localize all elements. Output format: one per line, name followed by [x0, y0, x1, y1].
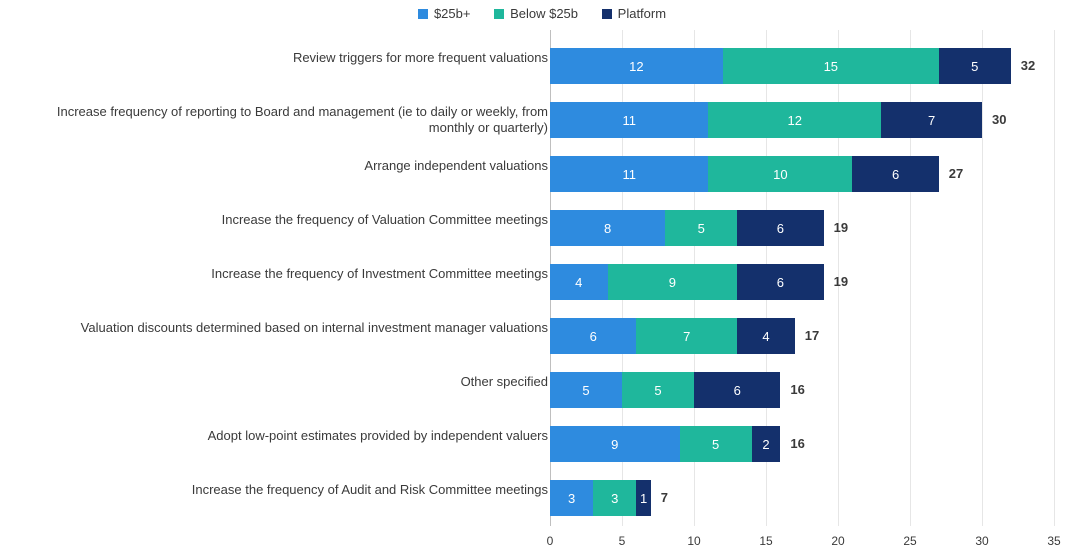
- category-label: Increase the frequency of Investment Com…: [8, 266, 548, 282]
- category-label: Valuation discounts determined based on …: [8, 320, 548, 336]
- bar-segment: 2: [752, 426, 781, 462]
- chart-legend: $25b+ Below $25b Platform: [0, 6, 1084, 22]
- legend-swatch-1: [418, 9, 428, 19]
- category-label: Increase the frequency of Audit and Risk…: [8, 482, 548, 498]
- bar-segment: 7: [881, 102, 982, 138]
- bar-segment: 6: [550, 318, 636, 354]
- x-tick-label: 20: [831, 534, 844, 548]
- legend-swatch-3: [602, 9, 612, 19]
- bar-total-label: 16: [790, 436, 804, 451]
- legend-item-1: $25b+: [418, 6, 471, 21]
- bar-segment: 9: [550, 426, 680, 462]
- legend-item-2: Below $25b: [494, 6, 578, 21]
- category-label: Review triggers for more frequent valuat…: [8, 50, 548, 66]
- bar-segment: 5: [550, 372, 622, 408]
- bar-segment: 5: [939, 48, 1011, 84]
- bar-segment: 4: [550, 264, 608, 300]
- bar-segment: 5: [665, 210, 737, 246]
- category-label: Increase the frequency of Valuation Comm…: [8, 212, 548, 228]
- bar-segment: 4: [737, 318, 795, 354]
- bar-segment: 11: [550, 156, 708, 192]
- legend-item-3: Platform: [602, 6, 666, 21]
- gridline: [1054, 30, 1055, 526]
- bar-segment: 6: [852, 156, 938, 192]
- bar-segment: 6: [737, 264, 823, 300]
- bar-segment: 5: [622, 372, 694, 408]
- x-tick-label: 5: [619, 534, 626, 548]
- bar-total-label: 16: [790, 382, 804, 397]
- bar-total-label: 19: [834, 274, 848, 289]
- legend-label-1: $25b+: [434, 6, 471, 21]
- x-tick-label: 10: [687, 534, 700, 548]
- category-label: Arrange independent valuations: [8, 158, 548, 174]
- x-tick-label: 15: [759, 534, 772, 548]
- bar-segment: 3: [550, 480, 593, 516]
- y-axis-labels: Review triggers for more frequent valuat…: [0, 30, 548, 526]
- x-tick-label: 25: [903, 534, 916, 548]
- legend-label-2: Below $25b: [510, 6, 578, 21]
- bar-total-label: 7: [661, 490, 668, 505]
- plot-area: 0510152025303512155321112730111062785619…: [550, 30, 1054, 526]
- bar-segment: 1: [636, 480, 650, 516]
- x-tick-label: 30: [975, 534, 988, 548]
- bar-total-label: 30: [992, 112, 1006, 127]
- bar-segment: 15: [723, 48, 939, 84]
- category-label: Increase frequency of reporting to Board…: [8, 104, 548, 135]
- x-tick-label: 35: [1047, 534, 1060, 548]
- bar-segment: 12: [708, 102, 881, 138]
- bar-segment: 6: [737, 210, 823, 246]
- x-tick-label: 0: [547, 534, 554, 548]
- bar-segment: 11: [550, 102, 708, 138]
- stacked-bar-chart: $25b+ Below $25b Platform Review trigger…: [0, 0, 1084, 556]
- bar-segment: 10: [708, 156, 852, 192]
- bar-segment: 9: [608, 264, 738, 300]
- bar-total-label: 17: [805, 328, 819, 343]
- bar-total-label: 19: [834, 220, 848, 235]
- category-label: Adopt low-point estimates provided by in…: [8, 428, 548, 444]
- legend-swatch-2: [494, 9, 504, 19]
- gridline: [982, 30, 983, 526]
- bar-total-label: 27: [949, 166, 963, 181]
- bar-segment: 12: [550, 48, 723, 84]
- bar-segment: 8: [550, 210, 665, 246]
- bar-segment: 5: [680, 426, 752, 462]
- bar-segment: 6: [694, 372, 780, 408]
- bar-segment: 7: [636, 318, 737, 354]
- legend-label-3: Platform: [618, 6, 666, 21]
- bar-total-label: 32: [1021, 58, 1035, 73]
- category-label: Other specified: [8, 374, 548, 390]
- bar-segment: 3: [593, 480, 636, 516]
